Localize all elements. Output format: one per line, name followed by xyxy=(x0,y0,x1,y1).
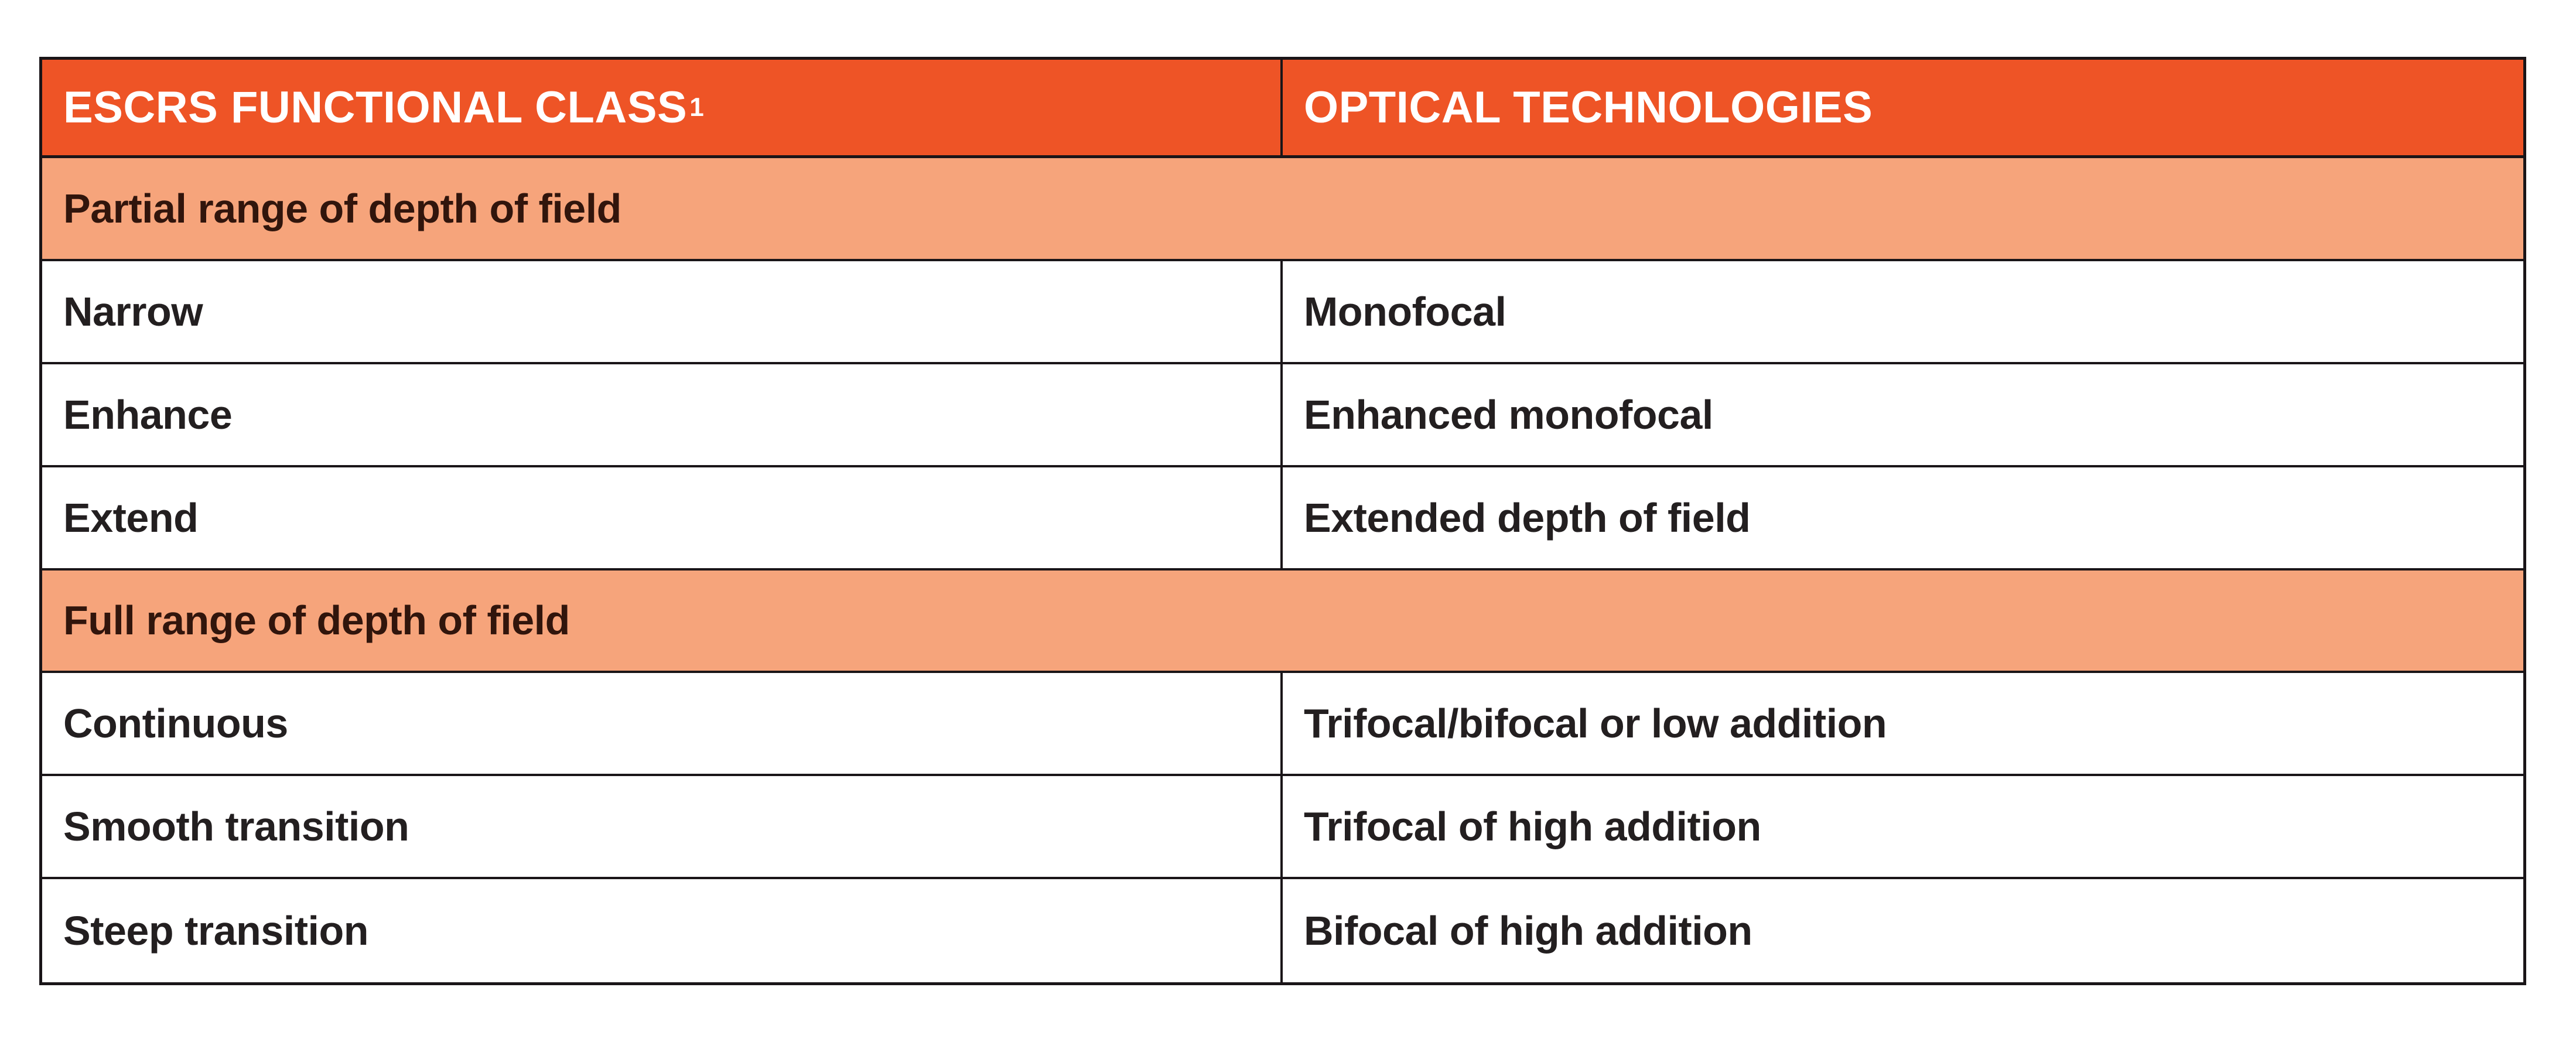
cell-text: Trifocal/bifocal or low addition xyxy=(1304,701,1887,747)
cell-text: Bifocal of high addition xyxy=(1304,908,1752,954)
table-row-narrow-technology-cell: Monofocal xyxy=(1283,261,2523,364)
table-row-continuous-class-cell: Continuous xyxy=(42,673,1283,777)
table-row-narrow-class-cell: Narrow xyxy=(42,261,1283,364)
cell-text: Steep transition xyxy=(63,908,368,954)
cell-text: Smooth transition xyxy=(63,804,409,850)
header-functional-class-label: ESCRS FUNCTIONAL CLASS xyxy=(63,83,688,132)
group-row-partial-range: Partial range of depth of field xyxy=(42,158,2523,261)
table-row-steep-transition-technology-cell: Bifocal of high addition xyxy=(1283,879,2523,982)
classification-table: ESCRS FUNCTIONAL CLASS 1 OPTICAL TECHNOLO… xyxy=(39,57,2526,985)
cell-text: Continuous xyxy=(63,701,288,747)
cell-text: Enhance xyxy=(63,391,233,438)
cell-text: Enhanced monofocal xyxy=(1304,391,1713,438)
header-optical-technologies-label: OPTICAL TECHNOLOGIES xyxy=(1304,83,1873,132)
group-partial-range-label: Partial range of depth of field xyxy=(63,185,621,231)
table-row-smooth-transition-class-cell: Smooth transition xyxy=(42,776,1283,880)
header-cell-optical-technologies: OPTICAL TECHNOLOGIES xyxy=(1283,60,2523,158)
cell-text: Monofocal xyxy=(1304,288,1506,334)
cell-text: Extend xyxy=(63,494,199,541)
table-row-steep-transition-class-cell: Steep transition xyxy=(42,879,1283,982)
table-row-extend-technology-cell: Extended depth of field xyxy=(1283,467,2523,571)
group-row-full-range: Full range of depth of field xyxy=(42,570,2523,674)
table-row-smooth-transition-technology-cell: Trifocal of high addition xyxy=(1283,776,2523,880)
table-row-enhance-technology-cell: Enhanced monofocal xyxy=(1283,364,2523,467)
cell-text: Extended depth of field xyxy=(1304,494,1751,541)
table-row-extend-class-cell: Extend xyxy=(42,467,1283,571)
cell-text: Narrow xyxy=(63,288,203,334)
table-row-enhance-class-cell: Enhance xyxy=(42,364,1283,467)
cell-text: Trifocal of high addition xyxy=(1304,804,1761,850)
table-row-continuous-technology-cell: Trifocal/bifocal or low addition xyxy=(1283,673,2523,777)
group-full-range-label: Full range of depth of field xyxy=(63,597,570,644)
header-cell-functional-class: ESCRS FUNCTIONAL CLASS 1 xyxy=(42,60,1283,158)
